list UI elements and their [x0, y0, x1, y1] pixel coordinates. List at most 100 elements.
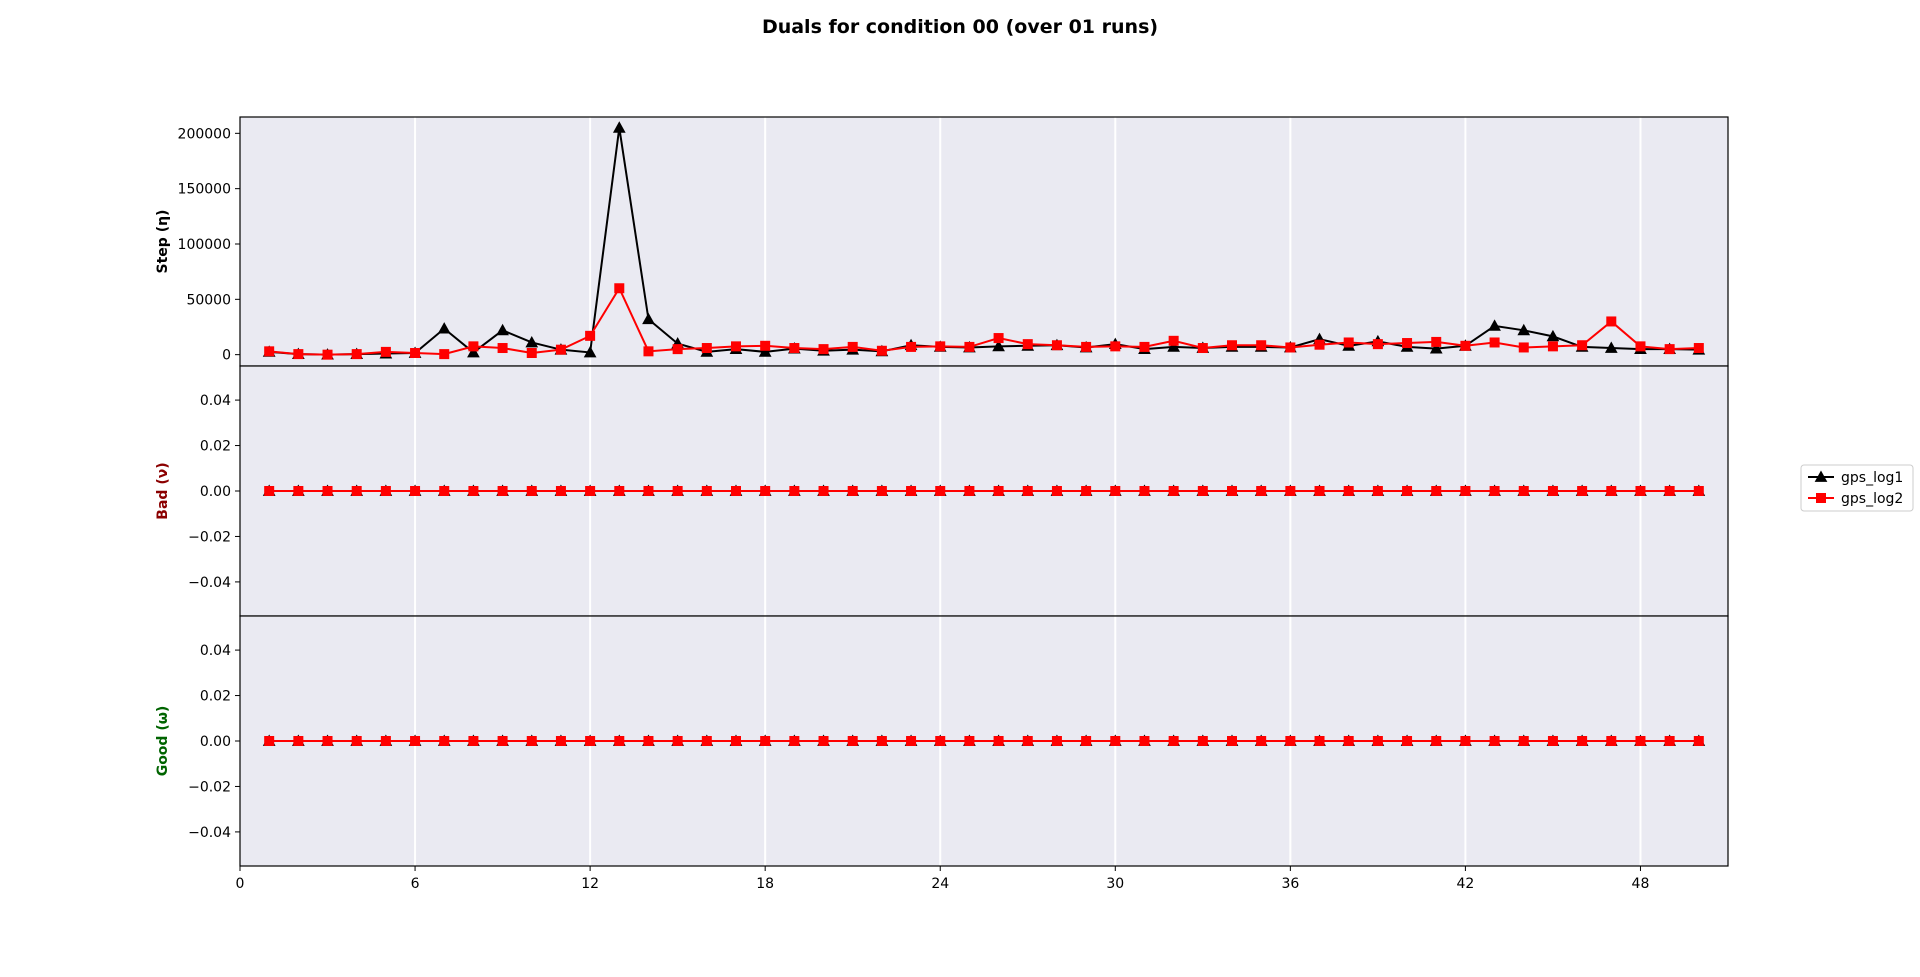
y-tick-label: 200000: [178, 126, 231, 142]
data-point-gps_log2: [264, 486, 275, 496]
data-point-gps_log2: [1402, 736, 1413, 746]
data-point-gps_log2: [818, 344, 829, 355]
data-point-gps_log2: [1460, 736, 1471, 746]
data-point-gps_log2: [1256, 736, 1267, 746]
data-point-gps_log2: [526, 347, 537, 358]
data-point-gps_log2: [731, 341, 741, 352]
panel-background: [240, 117, 1728, 366]
data-point-gps_log2: [1139, 341, 1150, 352]
data-point-gps_log2: [1168, 335, 1179, 346]
data-point-gps_log2: [1606, 736, 1617, 746]
y-tick-label: −0.04: [188, 575, 231, 591]
data-point-gps_log2: [1314, 486, 1325, 496]
data-point-gps_log2: [351, 486, 362, 496]
data-point-gps_log2: [322, 349, 333, 360]
data-point-gps_log2: [1168, 736, 1179, 746]
data-point-gps_log2: [439, 349, 450, 360]
data-point-gps_log2: [1256, 340, 1267, 351]
data-point-gps_log2: [1022, 486, 1033, 496]
y-tick-label: 0: [222, 348, 231, 364]
data-point-gps_log2: [876, 345, 887, 356]
data-point-gps_log2: [847, 341, 858, 352]
legend-label: gps_log1: [1841, 470, 1903, 486]
data-point-gps_log2: [1431, 736, 1442, 746]
data-point-gps_log2: [1693, 486, 1704, 496]
y-tick-label: 0.02: [200, 439, 231, 455]
data-point-gps_log2: [818, 736, 829, 746]
data-point-gps_log2: [555, 486, 566, 496]
data-point-gps_log2: [439, 736, 450, 746]
data-point-gps_log2: [876, 736, 887, 746]
y-tick-label: −0.04: [188, 825, 231, 841]
data-point-gps_log1: [437, 322, 451, 334]
data-point-gps_log2: [1197, 343, 1208, 354]
data-point-gps_log2: [264, 736, 275, 746]
data-point-gps_log2: [322, 736, 333, 746]
data-point-gps_log2: [1227, 736, 1237, 746]
data-point-gps_log2: [264, 346, 275, 357]
data-point-gps_log2: [1635, 341, 1646, 352]
data-point-gps_log2: [1081, 341, 1092, 352]
data-point-gps_log2: [672, 736, 683, 746]
data-point-gps_log2: [964, 736, 975, 746]
data-point-gps_log2: [614, 486, 625, 496]
data-point-gps_log2: [1343, 337, 1354, 348]
data-point-gps_log2: [293, 349, 304, 360]
y-tick-label: 50000: [186, 292, 231, 308]
panel-2: −0.04 −0.02 0.00 0.02 0.04 Bad (ν): [155, 365, 1729, 617]
data-point-gps_log2: [497, 736, 508, 746]
data-point-gps_log2: [1314, 736, 1325, 746]
data-point-gps_log2: [1051, 486, 1062, 496]
x-tick-label: 12: [581, 876, 599, 892]
x-tick-label: 6: [411, 876, 420, 892]
data-point-gps_log2: [1139, 486, 1150, 496]
x-tick-label: 42: [1456, 876, 1474, 892]
x-tick-label: 30: [1106, 876, 1124, 892]
chart-title: Duals for condition 00 (over 01 runs): [762, 16, 1158, 38]
data-point-gps_log2: [1547, 486, 1558, 496]
data-point-gps_log2: [993, 333, 1004, 344]
data-point-gps_log2: [1022, 339, 1033, 350]
data-point-gps_log2: [497, 486, 508, 496]
data-point-gps_log2: [1314, 339, 1325, 350]
data-point-gps_log2: [614, 736, 625, 746]
data-point-gps_log2: [526, 736, 537, 746]
data-point-gps_log2: [1081, 486, 1092, 496]
data-point-gps_log2: [1489, 486, 1500, 496]
data-point-gps_log2: [410, 347, 421, 358]
data-point-gps_log2: [1372, 736, 1383, 746]
data-point-gps_log2: [1664, 344, 1675, 355]
data-point-gps_log2: [1139, 736, 1150, 746]
data-point-gps_log2: [351, 736, 362, 746]
data-point-gps_log1: [1546, 329, 1560, 342]
data-point-gps_log2: [614, 283, 625, 294]
data-point-gps_log2: [439, 486, 450, 496]
x-tick-label: 36: [1281, 876, 1299, 892]
data-point-gps_log2: [643, 486, 654, 496]
data-point-gps_log2: [964, 341, 975, 352]
data-point-gps_log2: [1051, 736, 1062, 746]
data-point-gps_log2: [1256, 486, 1267, 496]
data-point-gps_log1: [1488, 319, 1501, 331]
data-point-gps_log2: [1285, 342, 1296, 353]
data-point-gps_log2: [731, 486, 741, 496]
data-point-gps_log2: [1227, 486, 1237, 496]
data-point-gps_log2: [760, 486, 771, 496]
data-point-gps_log2: [1635, 736, 1646, 746]
data-point-gps_log2: [847, 486, 858, 496]
data-point-gps_log2: [1372, 486, 1383, 496]
data-point-gps_log2: [906, 341, 917, 352]
legend-marker: [1814, 470, 1828, 482]
data-point-gps_log2: [1372, 339, 1383, 350]
data-point-gps_log1: [1517, 323, 1531, 336]
data-point-gps_log2: [1402, 338, 1413, 349]
data-point-gps_log2: [468, 486, 479, 496]
x-axis: 0 6 12 18 24 30 36 42 48: [236, 866, 1649, 892]
data-point-gps_log2: [906, 736, 917, 746]
data-point-gps_log2: [818, 486, 829, 496]
y-tick-label: 0.00: [200, 484, 231, 500]
data-point-gps_log2: [1343, 486, 1354, 496]
y-tick-label: 0.02: [200, 689, 231, 705]
